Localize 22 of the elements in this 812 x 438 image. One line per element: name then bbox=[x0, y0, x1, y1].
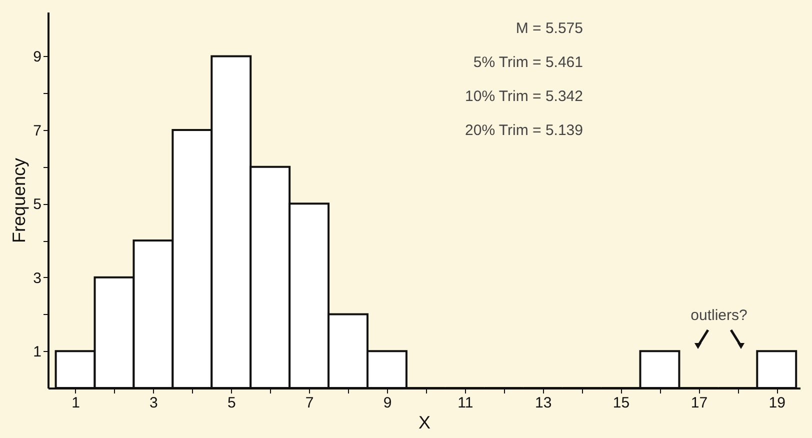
annotation: outliers? bbox=[690, 307, 748, 324]
annotation: 10% Trim = 5.342 bbox=[465, 88, 583, 105]
x-tick-label: 13 bbox=[534, 394, 552, 412]
x-tick-label: 15 bbox=[612, 394, 630, 412]
annotation: M = 5.575 bbox=[516, 20, 583, 37]
y-tick-label: 3 bbox=[33, 270, 42, 287]
x-tick-label: 9 bbox=[383, 394, 392, 412]
x-tick-label: 17 bbox=[690, 394, 708, 412]
x-tick-label: 7 bbox=[305, 394, 314, 412]
annotation: 20% Trim = 5.139 bbox=[465, 122, 583, 139]
y-tick-label: 9 bbox=[33, 48, 42, 66]
x-tick-label: 1 bbox=[72, 394, 80, 412]
x-tick-label: 19 bbox=[768, 394, 786, 412]
y-tick-label: 5 bbox=[33, 196, 42, 214]
x-tick-label: 3 bbox=[150, 394, 158, 412]
y-tick-label: 1 bbox=[33, 344, 42, 361]
y-axis-title: Frequency bbox=[9, 158, 30, 244]
annotation: 5% Trim = 5.461 bbox=[473, 54, 583, 71]
y-tick-label: 7 bbox=[33, 122, 42, 140]
x-tick-label: 5 bbox=[227, 394, 236, 412]
x-tick-label: 11 bbox=[458, 394, 474, 412]
x-axis-title: X bbox=[418, 412, 431, 432]
